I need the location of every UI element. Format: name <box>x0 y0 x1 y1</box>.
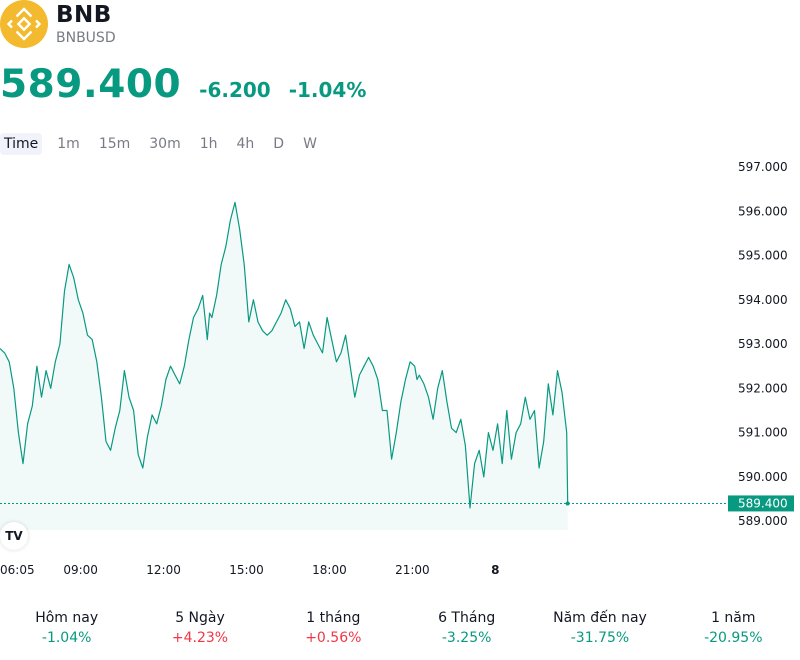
price-line <box>0 201 569 509</box>
price-change-percent: -1.04% <box>288 78 367 102</box>
perf-label: Năm đến nay <box>553 610 647 626</box>
x-tick-label: 15:00 <box>229 563 264 577</box>
y-tick-label: 591.000 <box>738 426 788 440</box>
last-price-dot <box>565 501 570 506</box>
perf-ytd[interactable]: Năm đến nay -31.75% <box>533 610 666 646</box>
y-tick-label: 590.000 <box>738 470 788 484</box>
perf-1-year[interactable]: 1 năm -20.95% <box>667 610 800 646</box>
x-tick-label: 21:00 <box>395 563 430 577</box>
price-area-fill <box>0 202 568 530</box>
perf-value: -31.75% <box>570 630 630 646</box>
tab-15m[interactable]: 15m <box>98 136 131 152</box>
tab-d[interactable]: D <box>273 136 285 152</box>
quote-row: 589.400 -6.200 -1.04% <box>0 62 366 107</box>
bnb-logo-icon <box>0 0 48 48</box>
y-tick-label: 596.000 <box>738 204 788 218</box>
y-tick-label: 593.000 <box>738 337 788 351</box>
y-tick-label: 597.000 <box>738 160 788 174</box>
tradingview-logo-icon[interactable]: TV <box>0 522 28 550</box>
perf-label: 1 tháng <box>306 610 361 626</box>
perf-5-days[interactable]: 5 Ngày +4.23% <box>133 610 266 646</box>
tab-4h[interactable]: 4h <box>236 136 255 152</box>
perf-label: 6 Tháng <box>438 610 496 626</box>
last-price-badge-label: 589.400 <box>738 496 788 510</box>
perf-value: +4.23% <box>171 630 229 646</box>
symbol-title: BNB <box>56 2 112 28</box>
x-tick-label: 09:00 <box>63 563 98 577</box>
x-tick-label: 18:00 <box>312 563 347 577</box>
tab-1h[interactable]: 1h <box>199 136 218 152</box>
perf-value: -3.25% <box>441 630 492 646</box>
perf-6-months[interactable]: 6 Tháng -3.25% <box>400 610 533 646</box>
y-tick-label: 589.000 <box>738 514 788 528</box>
timeframe-tabs: Time 1m 15m 30m 1h 4h D W <box>0 132 332 156</box>
perf-label: 5 Ngày <box>175 610 225 626</box>
perf-value: -1.04% <box>41 630 92 646</box>
tab-30m[interactable]: 30m <box>149 136 181 152</box>
x-tick-label: 06:05 <box>0 563 35 577</box>
perf-label: 1 năm <box>711 610 756 626</box>
perf-value: +0.56% <box>305 630 362 646</box>
y-tick-label: 594.000 <box>738 293 788 307</box>
y-tick-label: 592.000 <box>738 381 788 395</box>
tab-1m[interactable]: 1m <box>57 136 80 152</box>
x-tick-label: 8 <box>491 563 499 577</box>
perf-value: -20.95% <box>704 630 763 646</box>
x-tick-label: 12:00 <box>146 563 181 577</box>
perf-today[interactable]: Hôm nay -1.04% <box>0 610 133 646</box>
perf-1-month[interactable]: 1 tháng +0.56% <box>267 610 400 646</box>
last-price-badge <box>728 495 794 512</box>
tab-w[interactable]: W <box>303 136 317 152</box>
price-change: -6.200 <box>199 78 271 102</box>
symbol-pair: BNBUSD <box>56 30 116 46</box>
price-chart[interactable]: 597.000 596.000 595.000 594.000 593.000 592.0… <box>0 160 800 590</box>
last-price: 589.400 <box>0 62 182 107</box>
y-tick-label: 595.000 <box>738 249 788 263</box>
performance-strip: Hôm nay -1.04% 5 Ngày +4.23% 1 tháng +0.… <box>0 610 800 646</box>
tab-time[interactable]: Time <box>0 133 43 155</box>
perf-label: Hôm nay <box>35 610 99 626</box>
